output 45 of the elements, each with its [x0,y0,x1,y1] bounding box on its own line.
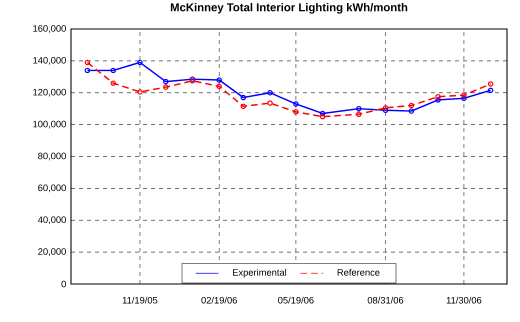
point [408,102,414,108]
point [267,90,273,96]
y-tick-label: 80,000 [38,152,66,160]
x-tick-label: 11/19/05 [122,296,158,304]
point [356,106,362,112]
chart-title: McKinney Total Interior Lighting kWh/month [170,3,408,14]
y-tick-label: 20,000 [38,248,66,256]
y-tick-label: 160,000 [33,25,66,33]
x-tick-label: 05/19/06 [278,296,314,304]
point [382,105,388,111]
y-tick-label: 0 [61,280,66,288]
point [293,109,299,115]
point [84,60,90,66]
point [435,97,441,103]
point [216,84,222,90]
point [320,114,326,120]
point [461,92,467,98]
point [461,96,467,102]
x-tick-label: 08/31/06 [368,296,404,304]
point [435,94,441,100]
y-tick-label: 100,000 [33,120,66,128]
point [267,100,273,106]
y-tick-label: 40,000 [38,216,66,224]
point [216,77,222,83]
x-tick-label: 11/30/06 [446,296,482,304]
point [163,84,169,90]
point [240,94,246,100]
point [240,104,246,110]
point [382,108,388,114]
x-tick-label: 02/19/06 [201,296,237,304]
point [356,112,362,117]
point [110,80,116,86]
point [408,108,414,114]
y-tick-label: 60,000 [38,184,66,192]
point [137,60,143,66]
point [110,68,116,74]
point [293,101,299,107]
point [488,81,494,87]
point [320,110,326,116]
point [137,89,143,95]
legend-label: Experimental [233,268,286,278]
y-tick-label: 120,000 [33,88,66,97]
point [163,78,169,84]
y-tick-label: 140,000 [33,57,66,65]
legend-label: Reference [338,268,380,276]
